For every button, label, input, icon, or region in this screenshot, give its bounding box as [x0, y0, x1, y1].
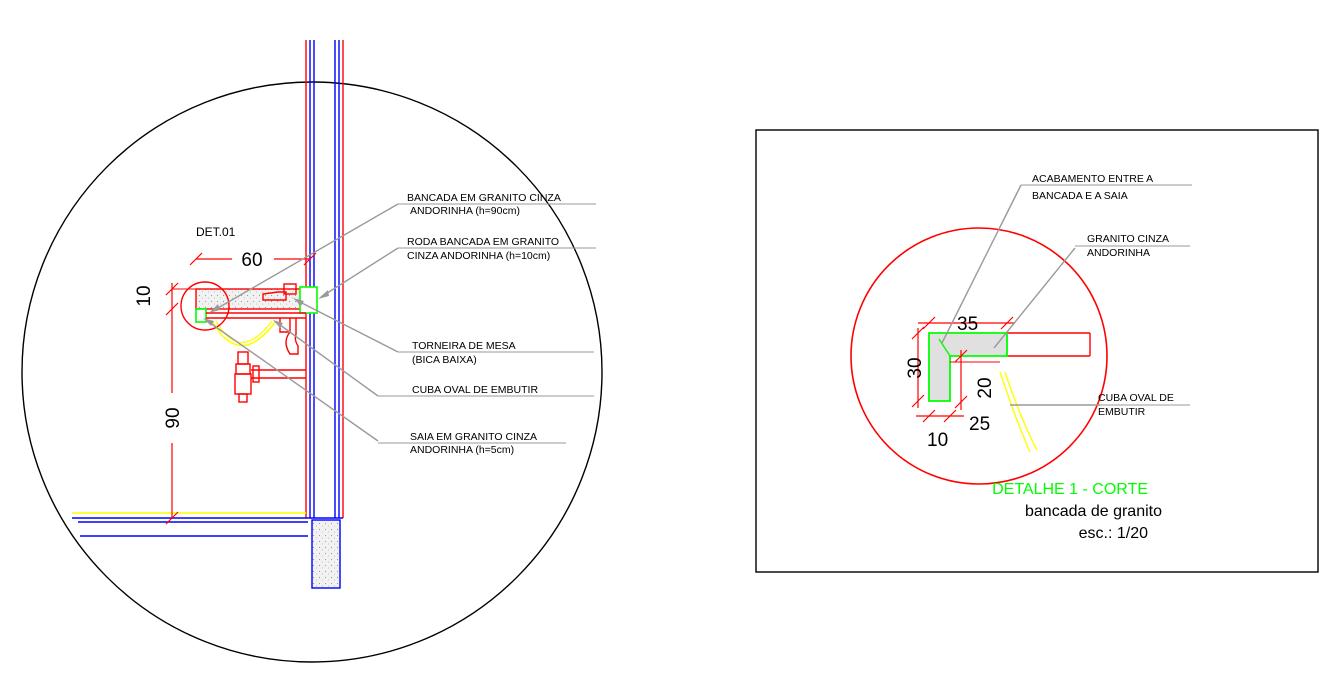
detail-view: 35 30 20 25 10 ACABAMENTO ENTRE A BANCAD… — [755, 129, 1319, 573]
det-label: DET.01 — [196, 225, 236, 239]
detail-basin — [999, 371, 1031, 453]
wall-foundation — [311, 519, 341, 589]
callout-bancada-line2: ANDORINHA (h=90cm) — [410, 205, 520, 217]
dimension-width: 60 — [189, 246, 317, 271]
callout-torneira-line1: TORNEIRA DE MESA — [412, 340, 516, 352]
skirt — [195, 308, 207, 323]
detail-marker-circle — [180, 281, 230, 331]
miter-joint — [938, 338, 951, 357]
callout-roda-line1: RODA BANCADA EM GRANITO — [407, 236, 559, 248]
callout-saia-line2: ANDORINHA (h=5cm) — [410, 444, 514, 456]
detail-dimensions: 35 30 20 25 10 — [905, 314, 1015, 451]
dim-20-label: 20 — [975, 377, 996, 398]
drain-trap — [234, 318, 306, 403]
detail-callouts: ACABAMENTO ENTRE A BANCADA E A SAIA GRAN… — [1021, 173, 1192, 418]
floor — [72, 512, 343, 537]
callout-cuba-detail-line1: CUBA OVAL DE — [1098, 392, 1174, 404]
dim-top-label: 10 — [134, 285, 155, 306]
detail-title-block: DETALHE 1 - CORTE bancada de granito esc… — [992, 481, 1162, 542]
dim-25-label: 25 — [969, 414, 990, 435]
callout-saia-line1: SAIA EM GRANITO CINZA — [410, 431, 537, 443]
callout-granito-line1: GRANITO CINZA — [1087, 233, 1169, 245]
detail-title: DETALHE 1 - CORTE — [992, 481, 1148, 498]
dim-30-label: 30 — [905, 357, 926, 378]
callout-cuba-line1: CUBA OVAL DE EMBUTIR — [412, 384, 538, 396]
callout-torneira-line2: (BICA BAIXA) — [412, 354, 477, 366]
dim-35-label: 35 — [957, 314, 978, 335]
wall — [305, 40, 344, 589]
main-callouts: BANCADA EM GRANITO CINZA ANDORINHA (h=90… — [378, 192, 596, 456]
callout-acabamento-line1: ACABAMENTO ENTRE A — [1032, 173, 1153, 185]
callout-cuba-detail-line2: EMBUTIR — [1098, 406, 1146, 418]
callout-acabamento-line2: BANCADA E A SAIA — [1032, 190, 1128, 202]
callout-roda-line2: CINZA ANDORINHA (h=10cm) — [407, 250, 550, 262]
detail-leaders — [941, 184, 1100, 406]
detail-scale: esc.: 1/20 — [1079, 525, 1148, 542]
callout-bancada-line1: BANCADA EM GRANITO CINZA — [407, 192, 561, 204]
main-detail-circle — [21, 81, 603, 663]
main-view: DET.01 60 10 90 — [21, 40, 603, 663]
dim-width-label: 60 — [241, 250, 262, 271]
countertop-slab — [195, 288, 307, 310]
dim-10-label: 10 — [927, 430, 948, 451]
main-leaders — [203, 203, 399, 442]
detail-frame — [755, 129, 1319, 573]
detail-subtitle: bancada de granito — [1025, 503, 1162, 520]
dim-height-label: 90 — [163, 407, 184, 428]
dimension-vertical: 10 90 — [134, 282, 196, 525]
countertop — [195, 286, 318, 323]
detail-circle — [850, 227, 1108, 485]
callout-granito-line2: ANDORINHA — [1087, 247, 1150, 259]
